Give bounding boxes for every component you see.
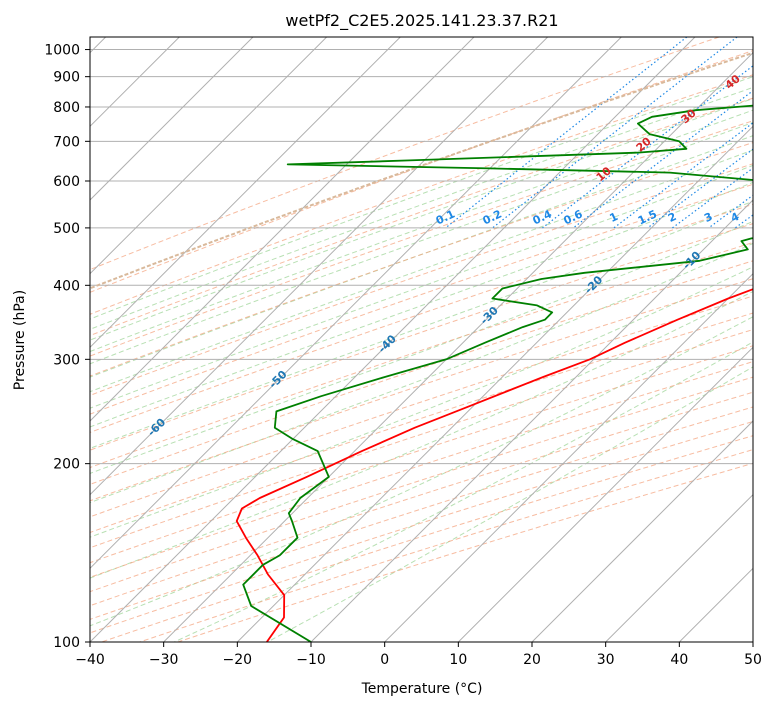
x-tick-label: 30 bbox=[597, 652, 615, 668]
x-tick-label: 0 bbox=[380, 652, 389, 668]
mixing-ratio-line bbox=[492, 37, 738, 229]
moist-adiabat-line bbox=[90, 149, 753, 393]
y-tick-label: 100 bbox=[53, 635, 80, 651]
isotherm-line bbox=[90, 37, 696, 642]
x-tick-label: 40 bbox=[670, 652, 688, 668]
y-tick-label: 800 bbox=[53, 100, 80, 116]
dry-adiabat-line bbox=[90, 278, 753, 502]
dry-adiabat-line bbox=[90, 295, 753, 518]
moist-adiabat-line bbox=[90, 109, 753, 353]
x-tick-label: −10 bbox=[296, 652, 326, 668]
temperature-profile-line bbox=[235, 288, 753, 642]
dry-adiabat-line bbox=[90, 361, 753, 578]
y-axis-title: Pressure (hPa) bbox=[12, 290, 28, 390]
dry-adiabat-line bbox=[90, 37, 720, 271]
isotherm-line bbox=[605, 493, 753, 642]
x-tick-label: −30 bbox=[149, 652, 179, 668]
x-tick-label: 50 bbox=[744, 652, 762, 668]
moist-adiabat-line bbox=[90, 98, 753, 341]
plot-frame bbox=[89, 36, 754, 643]
dry-adiabat-line bbox=[90, 97, 753, 337]
dry-adiabat-line bbox=[90, 345, 753, 564]
isotherm-line bbox=[310, 199, 753, 642]
isotherm-line bbox=[531, 420, 753, 642]
x-tick-label: −40 bbox=[75, 652, 105, 668]
isobars bbox=[90, 49, 753, 642]
moist-adiabat-line bbox=[267, 366, 753, 642]
dry-adiabat-line bbox=[90, 391, 753, 607]
y-tick-label: 200 bbox=[53, 457, 80, 473]
moist-adiabat-line bbox=[173, 341, 753, 642]
dewpoint-profile-line bbox=[242, 104, 753, 642]
y-tick-label: 1000 bbox=[44, 43, 80, 59]
series-lines bbox=[235, 104, 753, 642]
isotherm-line bbox=[90, 37, 622, 570]
tan-boundary-curve bbox=[90, 51, 753, 290]
y-tick-label: 400 bbox=[53, 278, 80, 294]
mixing-ratio-line bbox=[572, 89, 753, 229]
isotherms bbox=[90, 37, 753, 642]
chart-title: wetPf2_C2E5.2025.141.23.37.R21 bbox=[285, 11, 558, 31]
y-tick-label: 700 bbox=[53, 134, 80, 150]
y-tick-label: 600 bbox=[53, 174, 80, 190]
isotherm-line bbox=[90, 37, 254, 201]
y-tick-label: 300 bbox=[53, 352, 80, 368]
isotherm-line bbox=[384, 272, 753, 642]
x-tick-label: 20 bbox=[523, 652, 541, 668]
x-tick-label: 10 bbox=[449, 652, 467, 668]
y-tick-label: 500 bbox=[53, 221, 80, 237]
moist-adiabat-line bbox=[90, 76, 753, 320]
dry-adiabat-line bbox=[90, 163, 753, 396]
isotherm-line bbox=[457, 346, 753, 642]
moist-adiabat-line bbox=[90, 266, 753, 538]
x-tick-label: −20 bbox=[223, 652, 253, 668]
x-axis: −40 −30 −20 −10 0 10 20 30 40 50 bbox=[75, 642, 762, 668]
isotherm-line bbox=[90, 37, 328, 275]
mixing-ratio-lines bbox=[445, 37, 753, 229]
dry-adiabat-line bbox=[90, 223, 753, 451]
dry-adiabat-line bbox=[90, 241, 753, 469]
x-axis-title: Temperature (°C) bbox=[361, 681, 483, 697]
mixing-ratio-line bbox=[672, 167, 753, 229]
isotherm-line bbox=[90, 37, 401, 349]
mixing-ratio-line bbox=[542, 65, 753, 229]
isotherm-line bbox=[236, 125, 753, 642]
dry-adiabat-line bbox=[90, 312, 753, 534]
y-axis: 100 200 300 400 500 600 700 800 900 1000 bbox=[44, 43, 90, 651]
moist-adiabat-line bbox=[90, 242, 753, 504]
moist-adiabat-line bbox=[90, 121, 753, 365]
dry-adiabat-line bbox=[90, 376, 753, 593]
isotherm-line bbox=[90, 37, 549, 496]
tan-curve bbox=[90, 51, 753, 290]
y-tick-label: 900 bbox=[53, 70, 80, 86]
dry-adiabat-line bbox=[90, 329, 753, 549]
isotherm-line bbox=[90, 37, 475, 422]
moist-adiabat-line bbox=[90, 164, 753, 409]
dry-adiabat-line bbox=[90, 50, 753, 293]
dry-adiabat-line bbox=[90, 142, 753, 377]
